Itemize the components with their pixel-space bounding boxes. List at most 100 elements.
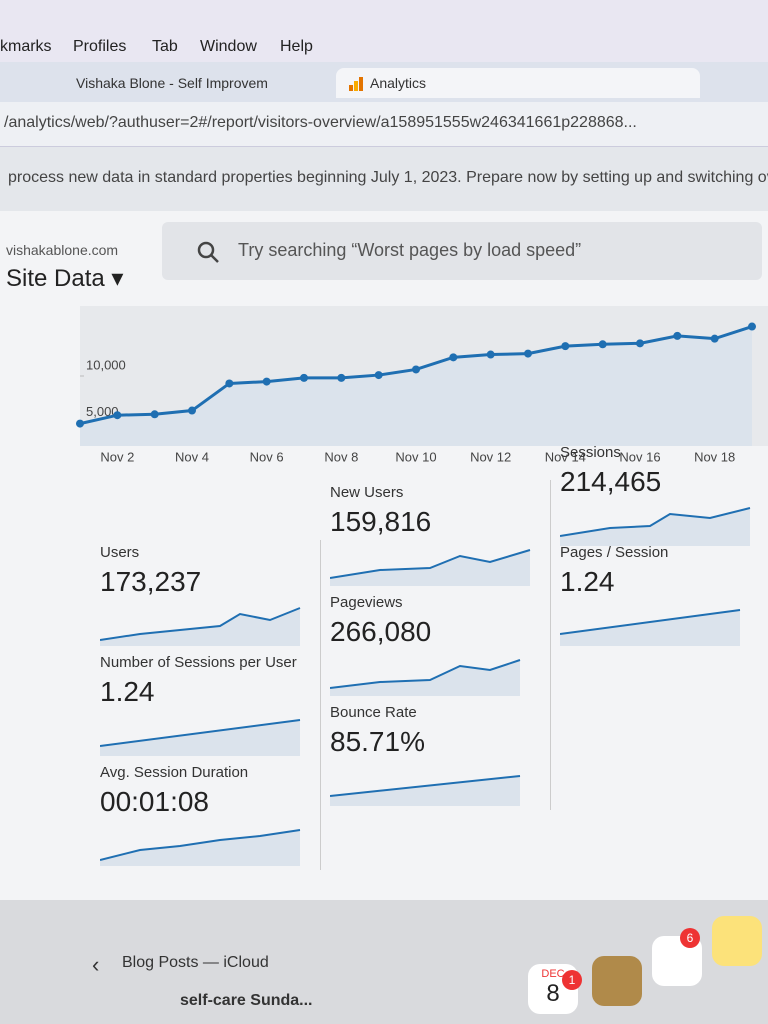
sparkline-line: [330, 775, 521, 797]
x-tick-label: Nov 18: [694, 449, 735, 464]
metric-card[interactable]: Avg. Session Duration 00:01:08: [90, 760, 321, 870]
metrics-grid: Users 173,237 New Users 159,816 Sessions 214,…: [90, 444, 768, 890]
metric-value: 85.71%: [330, 726, 425, 757]
sparkline: [560, 609, 741, 646]
view-name: Site Data: [6, 265, 105, 292]
sparkline-line: [100, 829, 301, 861]
data-point: [561, 342, 570, 351]
data-point: [673, 331, 682, 340]
data-point: [710, 334, 719, 343]
tab-active[interactable]: Analytics: [336, 68, 700, 98]
menu-item[interactable]: Profiles: [73, 38, 127, 55]
sparkline-area: [560, 610, 740, 646]
metric-label: Bounce Rate: [330, 704, 417, 721]
data-point: [150, 410, 159, 419]
data-point: [188, 406, 196, 415]
tab-bar: Vishaka Blone - Self Improvem Analytics: [0, 62, 768, 102]
x-tick-label: Nov 4: [175, 449, 209, 464]
x-tick-label: Nov 10: [395, 449, 436, 464]
notification-badge: 1: [562, 970, 582, 990]
data-point: [486, 350, 495, 359]
sparkline: [100, 719, 301, 756]
sparkline-line: [330, 549, 531, 579]
data-point: [225, 379, 234, 388]
sidebar-item[interactable]: Blog Posts — iCloud: [122, 954, 269, 971]
menu-item[interactable]: Window: [200, 38, 257, 55]
sparkline-line: [100, 719, 301, 747]
x-tick-label: Nov 8: [324, 449, 358, 464]
sparkline: [100, 607, 301, 646]
sidebar-item[interactable]: self-care Sunda...: [180, 992, 313, 1009]
app-icon[interactable]: [592, 956, 642, 1006]
metric-value: 173,237: [100, 566, 202, 597]
sparkline-area: [100, 720, 300, 756]
metric-card[interactable]: Bounce Rate 85.71%: [320, 700, 551, 810]
data-point: [337, 373, 346, 382]
sparkline: [100, 829, 301, 866]
sparkline-area: [330, 776, 520, 806]
data-point: [636, 339, 644, 348]
data-point: [748, 322, 756, 331]
data-point: [262, 377, 271, 386]
tab[interactable]: Vishaka Blone - Self Improvem: [76, 75, 268, 91]
account-view[interactable]: Site Data ▾: [6, 265, 124, 292]
metric-card[interactable]: Pages / Session 1.24: [550, 540, 768, 650]
sparkline-line: [100, 607, 301, 641]
metric-label: New Users: [330, 484, 404, 501]
data-point: [113, 411, 122, 420]
data-point: [449, 353, 458, 362]
metric-card[interactable]: New Users 159,816: [320, 480, 551, 590]
x-tick-label: Nov 16: [619, 449, 660, 464]
sparkline: [560, 507, 751, 546]
metric-label: Sessions: [560, 444, 621, 461]
banner-text: process new data in standard properties …: [8, 169, 768, 186]
metric-value: 1.24: [100, 676, 155, 707]
metric-label: Pages / Session: [560, 544, 669, 561]
data-point: [374, 371, 383, 380]
metric-card[interactable]: Number of Sessions per User 1.24: [90, 650, 321, 760]
tab-title: Analytics: [370, 75, 427, 91]
address-bar[interactable]: /analytics/web/?authuser=2#/report/visit…: [0, 102, 768, 147]
analytics-icon: [349, 77, 363, 92]
search-icon: [197, 241, 219, 263]
metric-label: Users: [100, 544, 140, 561]
sparkline: [330, 659, 521, 696]
menu-item[interactable]: Help: [280, 38, 313, 55]
bottom-area: ‹ Blog Posts — iCloud self-care Sunda...…: [0, 900, 768, 1024]
notice-banner: process new data in standard properties …: [0, 147, 768, 211]
x-tick-label: Nov 2: [100, 449, 134, 464]
data-point: [300, 373, 308, 382]
area-fill: [80, 326, 752, 446]
sparkline-area: [100, 608, 300, 646]
sparkline: [330, 775, 521, 806]
x-tick-label: Nov 6: [250, 449, 284, 464]
search-box[interactable]: Try searching “Worst pages by load speed…: [162, 222, 762, 280]
notification-badge: 6: [680, 928, 700, 948]
metric-value: 00:01:08: [100, 786, 209, 817]
sparkline: [330, 549, 531, 586]
sparkline-area: [100, 830, 300, 866]
calendar-day: 8: [546, 980, 560, 1007]
data-point: [412, 365, 420, 374]
menu-bar: kmarks Profiles Tab Window Help: [0, 0, 768, 62]
sparkline-line: [330, 659, 521, 689]
x-tick-label: Nov 12: [470, 449, 511, 464]
menu-item[interactable]: Tab: [152, 38, 178, 55]
data-point: [76, 419, 84, 428]
calendar-month: DEC: [541, 968, 565, 980]
metric-card[interactable]: Sessions 214,465: [550, 440, 768, 550]
data-point: [524, 349, 532, 358]
account-site: vishakablone.com: [6, 242, 119, 258]
sparkline-line: [560, 609, 741, 635]
metric-label: Avg. Session Duration: [100, 764, 249, 781]
menu-item[interactable]: kmarks: [0, 38, 52, 55]
sparkline-area: [330, 660, 520, 696]
data-point: [598, 340, 607, 349]
back-arrow[interactable]: ‹: [92, 952, 100, 977]
metric-card[interactable]: Pageviews 266,080: [320, 590, 551, 700]
metric-card[interactable]: Users 173,237: [90, 540, 321, 650]
notes-icon[interactable]: [712, 916, 762, 966]
metric-value: 266,080: [330, 616, 432, 647]
